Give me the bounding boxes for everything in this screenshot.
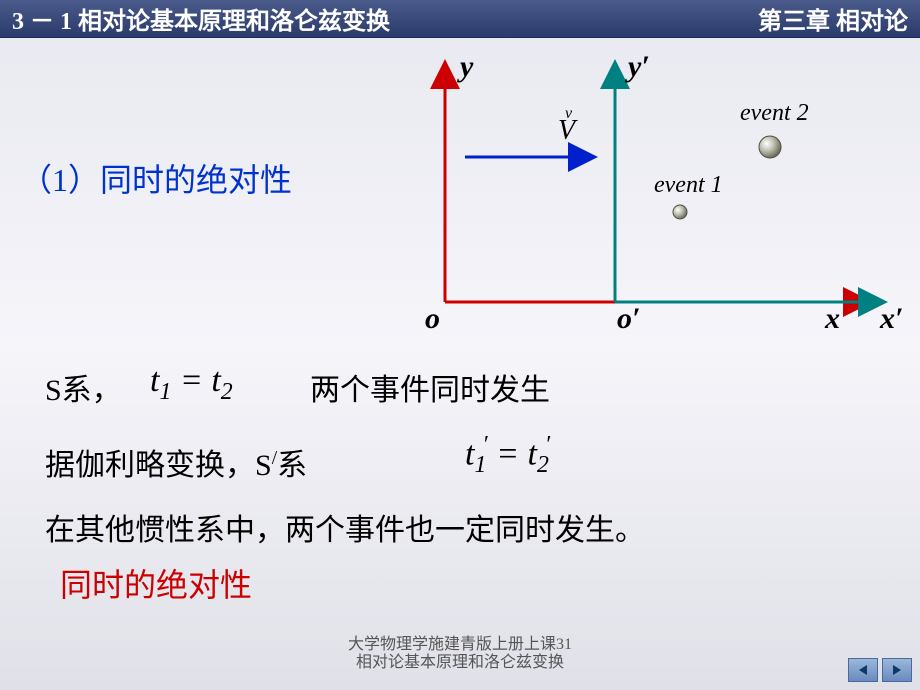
line1-prefix: S系， xyxy=(45,365,122,409)
next-button[interactable] xyxy=(882,658,912,682)
triangle-right-icon xyxy=(890,663,904,677)
t1p-prime: ′ xyxy=(482,432,487,458)
xp-label: x′ xyxy=(880,302,903,336)
t2-var: t xyxy=(211,362,220,399)
event2-label: event 2 xyxy=(740,100,809,127)
header-right: 第三章 相对论 xyxy=(758,1,908,36)
event1-label: event 1 xyxy=(654,172,723,199)
prev-button[interactable] xyxy=(848,658,878,682)
line2-prefix: 据伽利略变换，S/系 xyxy=(45,440,307,484)
l2a-text: 据伽利略变换，S xyxy=(45,449,272,482)
header-left: 3 － 1 相对论基本原理和洛仑兹变换 xyxy=(12,1,390,36)
v-label: V xyxy=(558,115,575,147)
t2p-var: t xyxy=(528,435,537,472)
formula-t1-t2: t1 = t2 xyxy=(150,362,233,406)
event1-dot xyxy=(673,205,687,219)
event2-dot xyxy=(759,136,781,158)
line1-suffix: 两个事件同时发生 xyxy=(310,365,550,409)
slide-header: 3 － 1 相对论基本原理和洛仑兹变换 第三章 相对论 xyxy=(0,0,920,38)
triangle-left-icon xyxy=(856,663,870,677)
nav-buttons xyxy=(848,658,912,682)
o-label: o xyxy=(425,302,440,336)
op-label: o′ xyxy=(617,302,640,336)
t2p-prime: ′ xyxy=(545,432,550,458)
x-label: x xyxy=(825,302,840,336)
yp-label: y′ xyxy=(628,50,650,84)
eq2: = xyxy=(496,435,527,472)
conclusion: 同时的绝对性 xyxy=(60,560,252,606)
y-label: y xyxy=(460,50,473,84)
coordinate-diagram: y y′ x x′ o o′ v V event 1 event 2 xyxy=(420,52,900,332)
footer-line2: 相对论基本原理和洛仑兹变换 xyxy=(0,648,920,672)
l2b-text: 系 xyxy=(277,449,307,482)
line3: 在其他惯性系中，两个事件也一定同时发生。 xyxy=(45,505,645,549)
formula-t1p-t2p: t1′ = t2′ xyxy=(465,432,550,479)
section-subtitle: （1）同时的绝对性 xyxy=(20,155,292,201)
t1-sub: 1 xyxy=(159,379,171,405)
eq1: = xyxy=(180,362,211,399)
t2-sub: 2 xyxy=(221,379,233,405)
